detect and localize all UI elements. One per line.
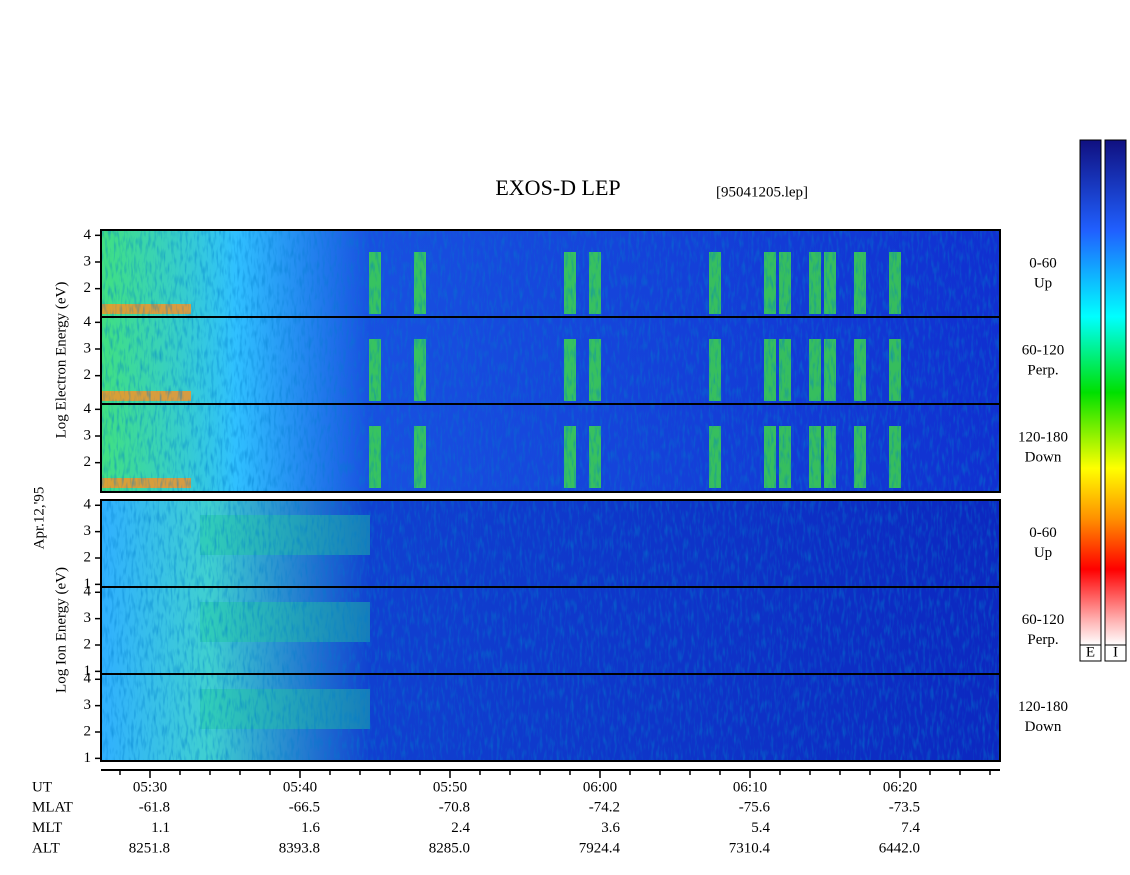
panel-frame: [100, 403, 1001, 493]
color-bar-label: E: [1086, 644, 1095, 660]
noise: [101, 500, 1000, 587]
y-tick-label: 3: [84, 697, 92, 713]
noise: [101, 317, 1000, 405]
row-value: 06:10: [733, 779, 767, 795]
y-tick-label: 3: [84, 253, 92, 269]
y-tick-label: 4: [84, 584, 92, 600]
file-name: [95041205.lep]: [716, 184, 808, 200]
row-value: 05:40: [283, 779, 317, 795]
y-tick-label: 2: [84, 549, 92, 565]
row-label: UT: [32, 779, 52, 795]
y-tick-label: 4: [84, 227, 92, 243]
panel-label: Down: [1025, 719, 1062, 735]
y-tick-label: 2: [84, 454, 92, 470]
row-value: -75.6: [739, 800, 771, 816]
color-bar-label-box: [1104, 644, 1127, 662]
y-tick-label: 4: [84, 314, 92, 330]
y-tick-label: 3: [84, 523, 92, 539]
panel-label: Up: [1034, 545, 1052, 561]
y-tick-label: 4: [84, 497, 92, 513]
panel-label: 60-120: [1022, 342, 1065, 358]
color-bar: [1104, 139, 1127, 646]
noise: [101, 230, 1000, 318]
panel-label: Down: [1025, 449, 1062, 465]
panel-label: 0-60: [1029, 525, 1057, 541]
row-value: 1.6: [301, 820, 320, 836]
y-tick-label: 1: [84, 750, 92, 766]
row-value: 5.4: [751, 820, 770, 836]
y-tick-label: 2: [84, 280, 92, 296]
row-value: -61.8: [139, 800, 170, 816]
color-bar-label: I: [1113, 644, 1118, 660]
row-value: 05:30: [133, 779, 167, 795]
noise: [101, 404, 1000, 492]
row-label: MLT: [32, 820, 62, 836]
panel-frame: [100, 673, 1001, 762]
row-value: 3.6: [601, 820, 620, 836]
y-tick-label: 4: [84, 671, 92, 687]
row-value: -66.5: [289, 800, 320, 816]
panel-label: Perp.: [1027, 362, 1058, 378]
row-value: -73.5: [889, 800, 920, 816]
y-tick-label: 4: [84, 401, 92, 417]
panel-label: 0-60: [1029, 255, 1057, 271]
y-tick-label: 2: [84, 636, 92, 652]
title: EXOS-D LEP: [495, 175, 620, 200]
date-label: Apr.12,'95: [31, 487, 47, 550]
row-value: 06:20: [883, 779, 917, 795]
y-axis-label: Log Electron Energy (eV): [53, 282, 69, 439]
panel-label: Perp.: [1027, 632, 1058, 648]
row-value: 8251.8: [129, 840, 170, 856]
y-tick-label: 2: [84, 723, 92, 739]
row-value: -70.8: [439, 800, 470, 816]
row-value: 7924.4: [579, 840, 621, 856]
row-value: 8285.0: [429, 840, 470, 856]
y-tick-label: 1: [84, 576, 92, 592]
panel-label: 120-180: [1018, 699, 1068, 715]
row-label: ALT: [32, 840, 60, 856]
row-value: 6442.0: [879, 840, 920, 856]
y-tick-label: 3: [84, 340, 92, 356]
row-label: MLAT: [32, 800, 73, 816]
panel-label: Up: [1034, 275, 1052, 291]
y-axis-label: Log Ion Energy (eV): [53, 567, 69, 693]
row-value: 2.4: [451, 820, 470, 836]
y-tick-label: 3: [84, 427, 92, 443]
row-value: 8393.8: [279, 840, 320, 856]
y-tick-label: 1: [84, 663, 92, 679]
color-bar: [1079, 139, 1102, 646]
row-value: -74.2: [589, 800, 620, 816]
y-tick-label: 2: [84, 367, 92, 383]
noise: [101, 674, 1000, 761]
row-value: 05:50: [433, 779, 467, 795]
row-value: 7310.4: [729, 840, 771, 856]
panel-label: 120-180: [1018, 429, 1068, 445]
noise: [101, 587, 1000, 674]
panel-label: 60-120: [1022, 612, 1065, 628]
row-value: 1.1: [151, 820, 170, 836]
color-bar-label-box: [1079, 644, 1102, 662]
row-value: 06:00: [583, 779, 617, 795]
row-value: 7.4: [901, 820, 920, 836]
y-tick-label: 3: [84, 610, 92, 626]
